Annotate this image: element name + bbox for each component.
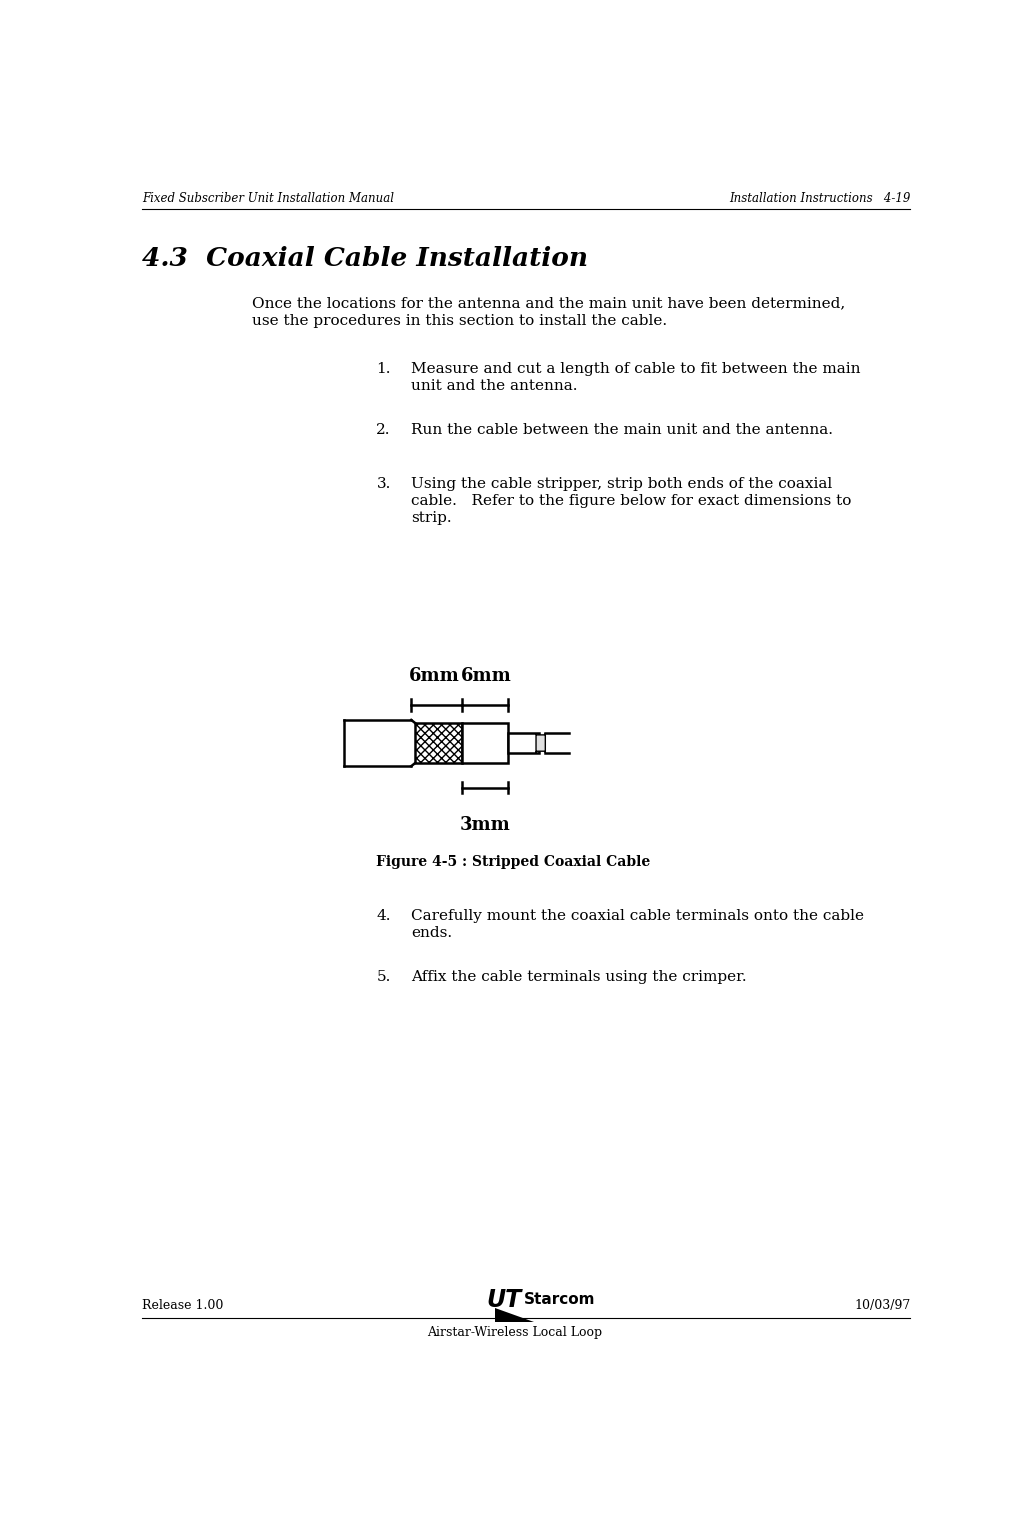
Text: Once the locations for the antenna and the main unit have been determined,: Once the locations for the antenna and t…	[253, 296, 845, 311]
Text: use the procedures in this section to install the cable.: use the procedures in this section to in…	[253, 314, 668, 328]
Text: cable.   Refer to the figure below for exact dimensions to: cable. Refer to the figure below for exa…	[411, 494, 851, 508]
Text: UT: UT	[487, 1287, 522, 1312]
Text: 6mm: 6mm	[461, 667, 511, 685]
Text: 5.: 5.	[376, 970, 390, 984]
Text: Starcom: Starcom	[524, 1292, 595, 1307]
FancyBboxPatch shape	[536, 733, 545, 753]
Text: Carefully mount the coaxial cable terminals onto the cable: Carefully mount the coaxial cable termin…	[411, 909, 865, 922]
Text: Affix the cable terminals using the crimper.: Affix the cable terminals using the crim…	[411, 970, 747, 984]
Text: Run the cable between the main unit and the antenna.: Run the cable between the main unit and …	[411, 424, 833, 437]
Text: 10/03/97: 10/03/97	[854, 1300, 910, 1312]
Text: Airstar-Wireless Local Loop: Airstar-Wireless Local Loop	[427, 1326, 602, 1338]
Text: 3.: 3.	[376, 477, 390, 491]
Text: Fixed Subscriber Unit Installation Manual: Fixed Subscriber Unit Installation Manua…	[143, 192, 394, 205]
Bar	[508, 733, 539, 753]
Bar	[461, 724, 508, 762]
Text: Release 1.00: Release 1.00	[143, 1300, 224, 1312]
Text: 2.: 2.	[376, 424, 391, 437]
Text: 1.: 1.	[376, 362, 391, 376]
Text: Figure 4-5 : Stripped Coaxial Cable: Figure 4-5 : Stripped Coaxial Cable	[376, 855, 651, 869]
Polygon shape	[495, 1309, 534, 1321]
Text: Using the cable stripper, strip both ends of the coaxial: Using the cable stripper, strip both end…	[411, 477, 833, 491]
Text: 4.: 4.	[376, 909, 391, 922]
Text: ends.: ends.	[411, 926, 452, 939]
Text: Installation Instructions   4-19: Installation Instructions 4-19	[729, 192, 910, 205]
Text: 6mm: 6mm	[409, 667, 460, 685]
Text: 3mm: 3mm	[459, 816, 510, 835]
Text: strip.: strip.	[411, 511, 452, 525]
Text: 4.3  Coaxial Cable Installation: 4.3 Coaxial Cable Installation	[143, 246, 588, 271]
Text: unit and the antenna.: unit and the antenna.	[411, 379, 578, 393]
Bar	[415, 724, 461, 762]
Text: Measure and cut a length of cable to fit between the main: Measure and cut a length of cable to fit…	[411, 362, 861, 376]
